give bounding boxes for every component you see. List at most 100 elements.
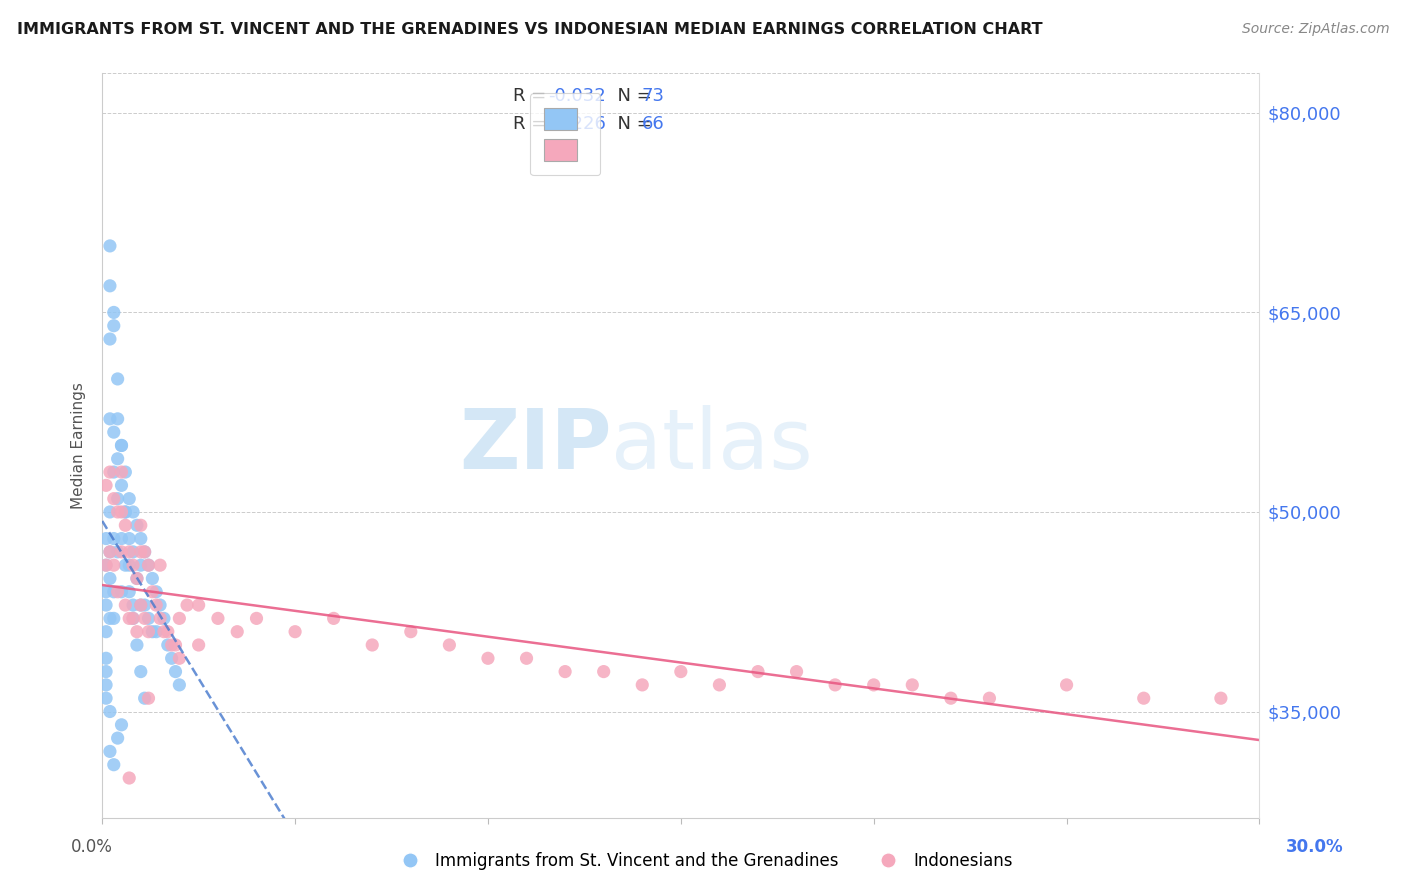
Point bbox=[107, 372, 129, 386]
Point bbox=[94, 651, 117, 665]
Point bbox=[122, 545, 145, 559]
Point bbox=[669, 665, 692, 679]
Point bbox=[107, 584, 129, 599]
Point bbox=[118, 771, 141, 785]
Point bbox=[114, 518, 136, 533]
Point bbox=[94, 584, 117, 599]
Point bbox=[245, 611, 267, 625]
Point bbox=[169, 651, 191, 665]
Point bbox=[160, 651, 183, 665]
Point bbox=[118, 611, 141, 625]
Point bbox=[979, 691, 1001, 706]
Point bbox=[129, 532, 152, 546]
Text: Source: ZipAtlas.com: Source: ZipAtlas.com bbox=[1241, 22, 1389, 37]
Point bbox=[94, 691, 117, 706]
Point bbox=[1056, 678, 1078, 692]
Point bbox=[103, 532, 125, 546]
Point bbox=[125, 624, 148, 639]
Point bbox=[138, 691, 160, 706]
Point bbox=[122, 611, 145, 625]
Point bbox=[118, 584, 141, 599]
Point bbox=[156, 624, 179, 639]
Point bbox=[107, 491, 129, 506]
Point bbox=[138, 611, 160, 625]
Point bbox=[110, 438, 132, 452]
Point bbox=[98, 505, 121, 519]
Point bbox=[149, 558, 172, 573]
Point bbox=[145, 624, 167, 639]
Text: N =: N = bbox=[606, 115, 657, 133]
Point bbox=[554, 665, 576, 679]
Point bbox=[134, 611, 156, 625]
Point bbox=[439, 638, 461, 652]
Text: 30.0%: 30.0% bbox=[1286, 838, 1343, 855]
Point bbox=[138, 624, 160, 639]
Point bbox=[145, 584, 167, 599]
Point bbox=[187, 598, 209, 612]
Point bbox=[98, 572, 121, 586]
Point bbox=[103, 465, 125, 479]
Point bbox=[103, 305, 125, 319]
Point bbox=[110, 438, 132, 452]
Point bbox=[125, 572, 148, 586]
Text: -0.226: -0.226 bbox=[548, 115, 606, 133]
Point bbox=[107, 412, 129, 426]
Point bbox=[114, 598, 136, 612]
Point bbox=[149, 598, 172, 612]
Point bbox=[98, 332, 121, 346]
Point bbox=[134, 691, 156, 706]
Point bbox=[103, 425, 125, 439]
Point bbox=[98, 545, 121, 559]
Legend: , : , bbox=[530, 93, 600, 175]
Point bbox=[114, 465, 136, 479]
Point bbox=[94, 478, 117, 492]
Point bbox=[98, 239, 121, 253]
Point bbox=[592, 665, 614, 679]
Point bbox=[129, 598, 152, 612]
Text: IMMIGRANTS FROM ST. VINCENT AND THE GRENADINES VS INDONESIAN MEDIAN EARNINGS COR: IMMIGRANTS FROM ST. VINCENT AND THE GREN… bbox=[17, 22, 1042, 37]
Point bbox=[114, 505, 136, 519]
Point bbox=[145, 598, 167, 612]
Point bbox=[165, 665, 187, 679]
Point bbox=[169, 611, 191, 625]
Point bbox=[125, 572, 148, 586]
Point bbox=[156, 638, 179, 652]
Point bbox=[1209, 691, 1232, 706]
Point bbox=[129, 665, 152, 679]
Point bbox=[103, 491, 125, 506]
Point bbox=[786, 665, 808, 679]
Point bbox=[122, 598, 145, 612]
Text: R =: R = bbox=[513, 115, 553, 133]
Point bbox=[322, 611, 344, 625]
Point bbox=[110, 478, 132, 492]
Text: 73: 73 bbox=[641, 87, 665, 104]
Point bbox=[107, 545, 129, 559]
Point bbox=[138, 558, 160, 573]
Point bbox=[901, 678, 924, 692]
Y-axis label: Median Earnings: Median Earnings bbox=[72, 382, 86, 509]
Point bbox=[129, 518, 152, 533]
Text: R =: R = bbox=[513, 87, 553, 104]
Point bbox=[110, 532, 132, 546]
Point bbox=[138, 558, 160, 573]
Point bbox=[125, 638, 148, 652]
Text: 66: 66 bbox=[641, 115, 664, 133]
Point bbox=[110, 505, 132, 519]
Point bbox=[169, 678, 191, 692]
Point bbox=[107, 505, 129, 519]
Point bbox=[134, 598, 156, 612]
Point bbox=[122, 558, 145, 573]
Point bbox=[747, 665, 769, 679]
Point bbox=[110, 584, 132, 599]
Point bbox=[103, 611, 125, 625]
Point bbox=[103, 584, 125, 599]
Point bbox=[98, 412, 121, 426]
Point bbox=[94, 665, 117, 679]
Point bbox=[129, 545, 152, 559]
Point bbox=[631, 678, 654, 692]
Point bbox=[103, 318, 125, 333]
Legend: Immigrants from St. Vincent and the Grenadines, Indonesians: Immigrants from St. Vincent and the Gren… bbox=[387, 846, 1019, 877]
Text: N =: N = bbox=[606, 87, 657, 104]
Point bbox=[149, 611, 172, 625]
Point bbox=[129, 598, 152, 612]
